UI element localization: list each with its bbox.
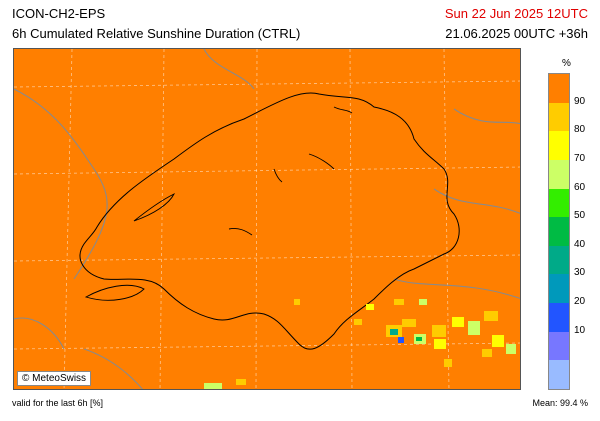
legend-colorbar	[548, 73, 570, 390]
legend-swatch	[549, 102, 569, 132]
valid-date: Sun 22 Jun 2025 12UTC	[444, 6, 588, 21]
legend-tick-label: 30	[574, 267, 586, 279]
model-name: ICON-CH2-EPS	[12, 6, 106, 21]
legend-tick-label: 70	[574, 152, 586, 164]
legend-swatch	[549, 217, 569, 246]
swiss-border	[79, 92, 460, 350]
legend-swatch	[549, 331, 569, 361]
legend-tick-label: 20	[574, 296, 586, 308]
sunshine-map[interactable]: © MeteoSwiss	[13, 48, 521, 390]
map-graphics	[14, 49, 520, 389]
legend-tick-label: 90	[574, 95, 586, 107]
legend-tick-label: 50	[574, 210, 586, 222]
legend-swatch	[549, 274, 569, 304]
legend-swatch	[549, 360, 569, 389]
legend-swatch	[549, 188, 569, 218]
graticule	[14, 49, 520, 389]
legend-swatch	[549, 159, 569, 189]
legend-swatch	[549, 245, 569, 275]
neighbour-borders	[14, 49, 520, 389]
lakes	[84, 106, 353, 301]
legend-tick-label: 10	[574, 324, 586, 336]
meteoswiss-credit: © MeteoSwiss	[17, 371, 92, 386]
legend-tick-label: 40	[574, 238, 586, 250]
legend-swatch	[549, 74, 569, 103]
legend-tick-label: 60	[574, 181, 586, 193]
legend-swatch	[549, 131, 569, 160]
legend-tick-label: 80	[574, 124, 586, 136]
product-title: 6h Cumulated Relative Sunshine Duration …	[12, 26, 301, 41]
run-info: 21.06.2025 00UTC +36h	[445, 26, 588, 41]
legend-unit: %	[562, 58, 571, 69]
mean-value: Mean: 99.4 %	[532, 398, 588, 408]
low-sunshine-patches	[204, 299, 516, 389]
legend-swatch	[549, 303, 569, 332]
validity-note: valid for the last 6h [%]	[12, 398, 104, 408]
